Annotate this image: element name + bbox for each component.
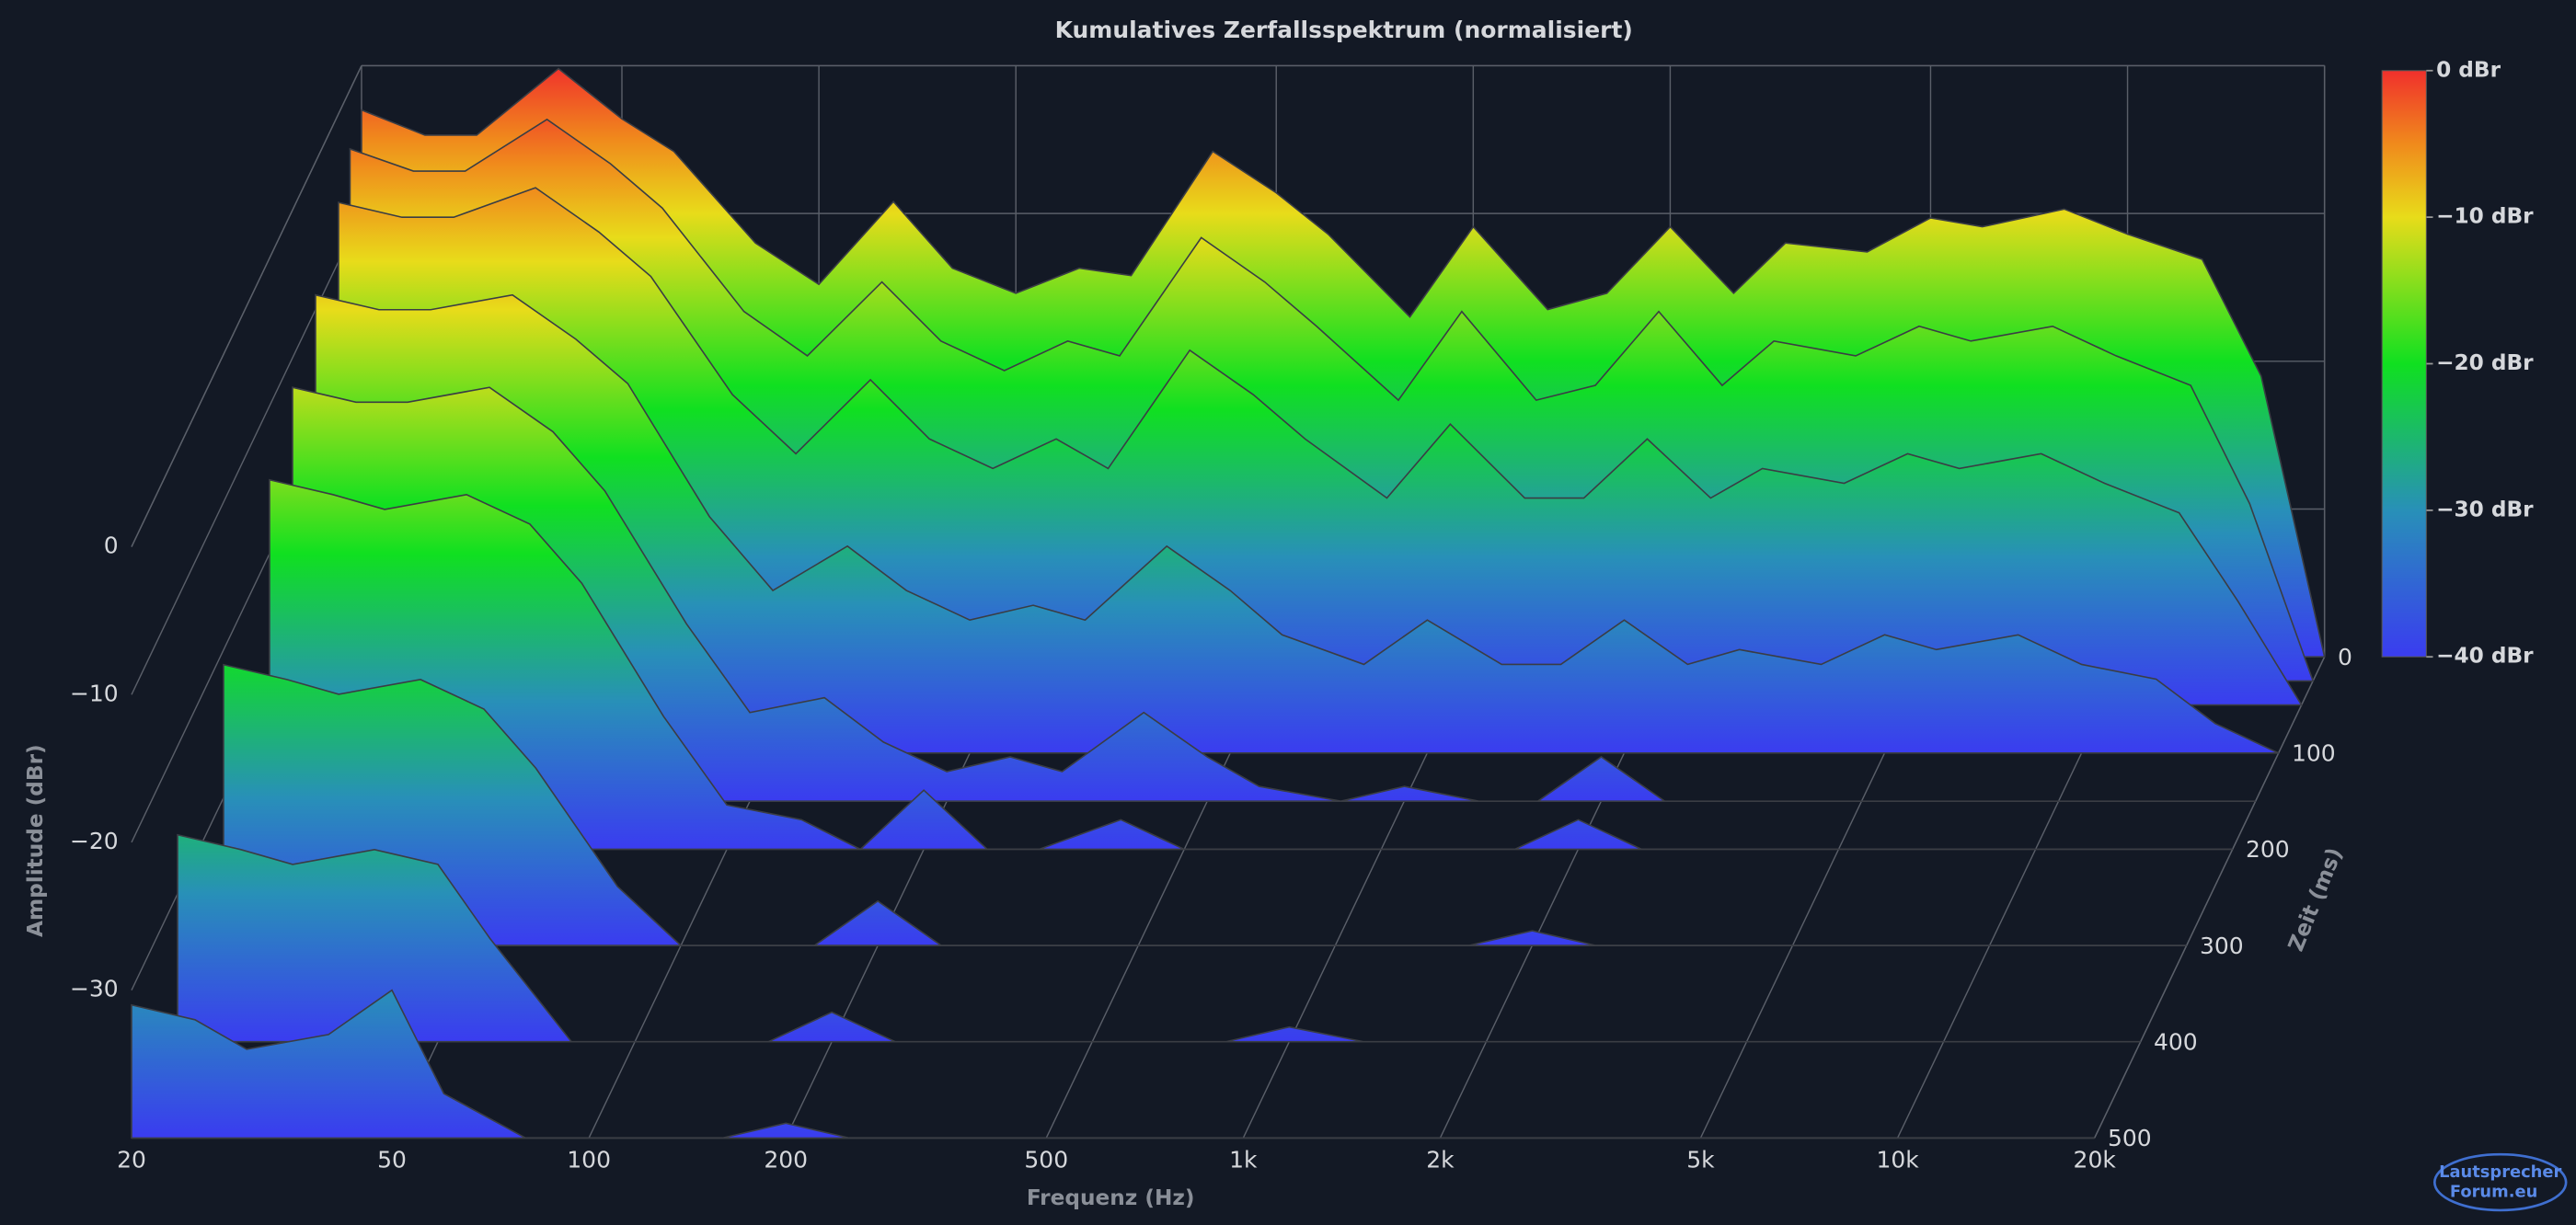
z-tick-label: 0 [2338, 644, 2352, 670]
grid-line [2094, 656, 2326, 1139]
x-axis-label: Frequenz (Hz) [1027, 1185, 1195, 1210]
z-tick-label: 200 [2246, 836, 2290, 863]
colorbar-label: 0 dBr [2436, 57, 2501, 82]
grid-line [131, 65, 362, 547]
z-axis-label: Zeit (ms) [2283, 844, 2348, 955]
x-tick-label: 10k [1876, 1146, 1919, 1173]
watermark-ring [2432, 1152, 2568, 1212]
y-tick-label: 0 [104, 532, 119, 559]
watermark-text: Forum.eu [2450, 1182, 2537, 1201]
colorbar [2381, 70, 2427, 658]
x-tick-label: 20k [2074, 1146, 2117, 1173]
watermark-text: Lautsprecher [2439, 1162, 2561, 1182]
x-tick-label: 200 [764, 1146, 808, 1173]
x-tick-label: 50 [377, 1146, 407, 1173]
colorbar-label: −30 dBr [2436, 497, 2534, 521]
x-tick-label: 5k [1686, 1146, 1715, 1173]
y-tick-label: −20 [70, 828, 119, 854]
colorbar-label: −20 dBr [2436, 350, 2534, 375]
grid-line [131, 212, 362, 695]
watermark: Lautsprecher Forum.eu [2432, 1152, 2568, 1212]
decay-slice [131, 989, 2095, 1139]
z-tick-label: 400 [2154, 1029, 2198, 1056]
z-tick-label: 100 [2292, 740, 2336, 767]
x-tick-label: 500 [1024, 1146, 1068, 1173]
z-tick-label: 500 [2108, 1125, 2152, 1151]
x-tick-label: 1k [1229, 1146, 1258, 1173]
y-axis-label: Amplitude (dBr) [23, 744, 48, 937]
x-tick-label: 100 [567, 1146, 611, 1173]
chart-title: Kumulatives Zerfallsspektrum (normalisie… [1055, 17, 1633, 43]
colorbar-label: −10 dBr [2436, 204, 2534, 229]
x-tick-label: 20 [117, 1146, 146, 1173]
y-tick-label: −10 [70, 680, 119, 706]
x-tick-label: 2k [1426, 1146, 1455, 1173]
y-tick-label: −30 [70, 976, 119, 1002]
z-tick-label: 300 [2200, 933, 2244, 959]
colorbar-label: −40 dBr [2436, 644, 2534, 669]
decay-slice [315, 293, 2280, 754]
